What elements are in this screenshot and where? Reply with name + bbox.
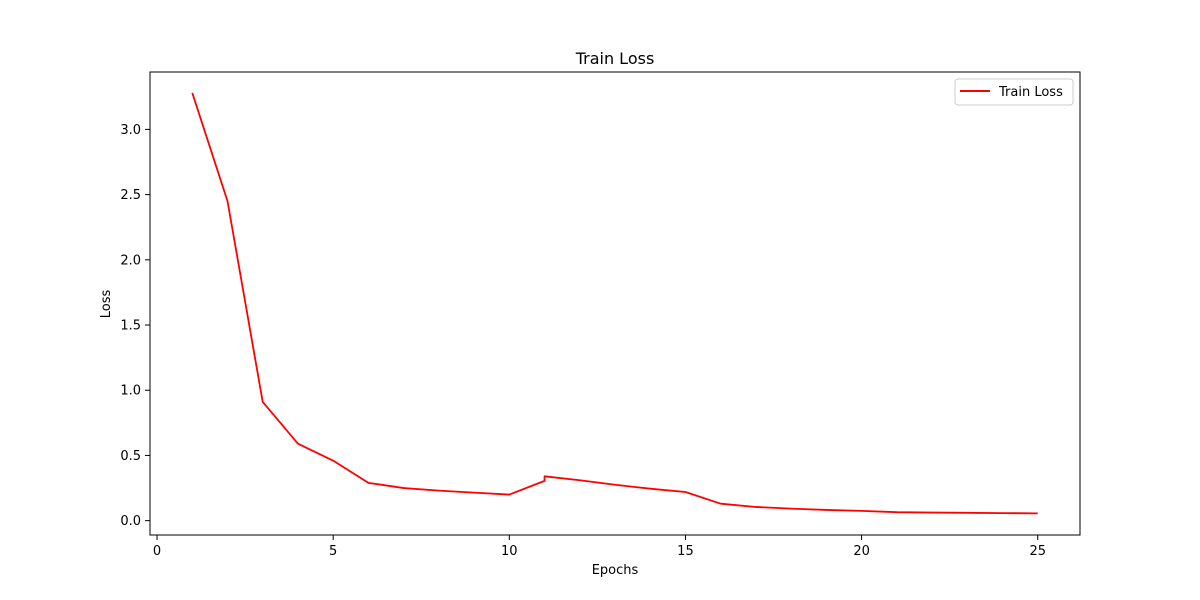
x-tick-label: 25 [1029,544,1046,559]
x-tick-label: 10 [501,544,518,559]
x-axis-label: Epochs [592,563,639,578]
y-axis: 0.0 0.5 1.0 1.5 2.0 2.5 3.0 [120,123,150,529]
legend: Train Loss [954,78,1074,106]
plot-area [191,92,1038,515]
series-line-train-loss [191,92,1038,515]
y-tick-label: 1.5 [120,319,141,334]
plot-frame [149,71,1081,536]
y-tick-label: 3.0 [120,123,141,138]
y-tick-label: 2.5 [120,188,141,203]
x-tick-label: 0 [153,544,161,559]
x-tick-label: 20 [853,544,870,559]
y-tick-label: 2.0 [120,253,141,268]
x-axis: 0 5 10 15 20 25 [153,535,1046,559]
x-tick-label: 15 [677,544,694,559]
y-tick-label: 0.5 [120,449,141,464]
chart-title: Train Loss [575,49,655,68]
y-tick-label: 1.0 [120,384,141,399]
legend-box [954,78,1074,106]
y-axis-label: Loss [99,290,114,319]
legend-label: Train Loss [998,85,1063,100]
y-tick-label: 0.0 [120,514,141,529]
x-tick-label: 5 [329,544,337,559]
